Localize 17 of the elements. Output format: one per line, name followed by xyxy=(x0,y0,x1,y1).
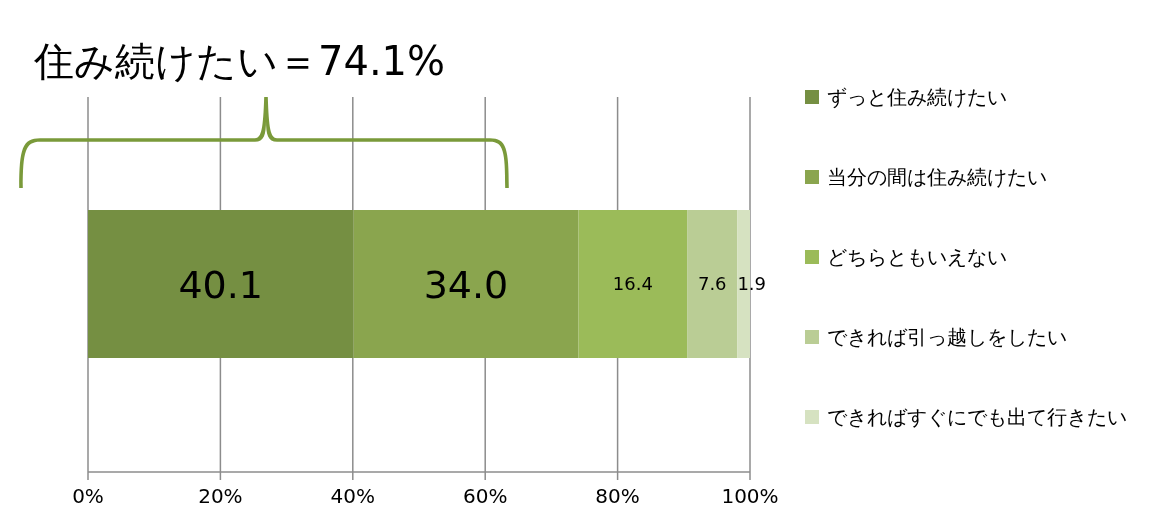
chart-title: 住み続けたい＝74.1% xyxy=(33,38,446,84)
legend-label: ずっと住み続けたい xyxy=(827,85,1007,109)
legend-label: 当分の間は住み続けたい xyxy=(827,165,1047,189)
data-label: 16.4 xyxy=(612,273,653,295)
legend-label: できれば引っ越しをしたい xyxy=(827,325,1067,349)
x-tick-label: 20% xyxy=(198,484,243,508)
legend-label: どちらともいえない xyxy=(827,245,1007,269)
x-tick-label: 0% xyxy=(72,484,104,508)
x-tick-label: 80% xyxy=(595,484,640,508)
legend-label: できればすぐにでも出て行きたい xyxy=(827,405,1127,429)
data-label: 7.6 xyxy=(697,273,727,295)
x-tick-label: 40% xyxy=(330,484,376,508)
data-label: 40.1 xyxy=(178,262,264,307)
x-tick-label: 60% xyxy=(462,484,508,508)
data-label: 34.0 xyxy=(423,262,509,307)
x-tick-label: 100% xyxy=(721,484,779,508)
data-label: 1.9 xyxy=(737,273,767,295)
